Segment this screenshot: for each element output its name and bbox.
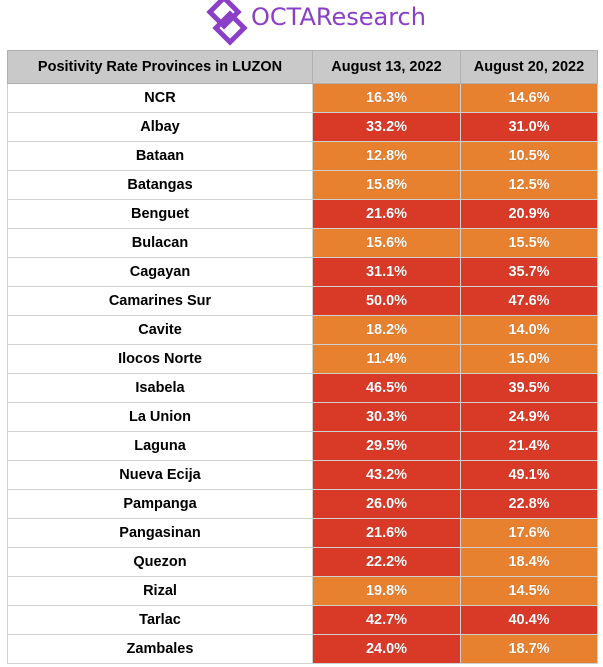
logo-diamonds-icon	[206, 0, 248, 46]
table-row: Nueva Ecija 43.2% 49.1%	[7, 460, 598, 490]
province-name: Pampanga	[7, 489, 313, 519]
octa-research-logo: OCTAResearch	[205, 0, 426, 46]
rate-aug-13: 42.7%	[312, 605, 461, 635]
header-aug-13: August 13, 2022	[312, 50, 461, 84]
table-row: Isabela 46.5% 39.5%	[7, 373, 598, 403]
table-row: Zambales 24.0% 18.7%	[7, 634, 598, 664]
table-row: Batangas 15.8% 12.5%	[7, 170, 598, 200]
province-name: Ilocos Norte	[7, 344, 313, 374]
province-name: Laguna	[7, 431, 313, 461]
rate-aug-20: 47.6%	[460, 286, 598, 316]
table-row: Benguet 21.6% 20.9%	[7, 199, 598, 229]
table-row: NCR 16.3% 14.6%	[7, 83, 598, 113]
province-name: Batangas	[7, 170, 313, 200]
rate-aug-20: 15.0%	[460, 344, 598, 374]
table-row: Cagayan 31.1% 35.7%	[7, 257, 598, 287]
province-name: Benguet	[7, 199, 313, 229]
rate-aug-13: 30.3%	[312, 402, 461, 432]
province-name: Isabela	[7, 373, 313, 403]
rate-aug-20: 24.9%	[460, 402, 598, 432]
province-name: Pangasinan	[7, 518, 313, 548]
province-name: Tarlac	[7, 605, 313, 635]
header-province: Positivity Rate Provinces in LUZON	[7, 50, 313, 84]
rate-aug-13: 43.2%	[312, 460, 461, 490]
rate-aug-13: 33.2%	[312, 112, 461, 142]
province-name: Zambales	[7, 634, 313, 664]
table-row: Rizal 19.8% 14.5%	[7, 576, 598, 606]
table-row: Pampanga 26.0% 22.8%	[7, 489, 598, 519]
table-row: Bulacan 15.6% 15.5%	[7, 228, 598, 258]
province-name: Bataan	[7, 141, 313, 171]
table-row: Laguna 29.5% 21.4%	[7, 431, 598, 461]
rate-aug-20: 31.0%	[460, 112, 598, 142]
rate-aug-13: 29.5%	[312, 431, 461, 461]
rate-aug-20: 12.5%	[460, 170, 598, 200]
province-name: La Union	[7, 402, 313, 432]
header-aug-20: August 20, 2022	[460, 50, 598, 84]
rate-aug-20: 35.7%	[460, 257, 598, 287]
rate-aug-13: 46.5%	[312, 373, 461, 403]
table-row: Tarlac 42.7% 40.4%	[7, 605, 598, 635]
province-name: Cavite	[7, 315, 313, 345]
rate-aug-13: 31.1%	[312, 257, 461, 287]
rate-aug-20: 49.1%	[460, 460, 598, 490]
province-name: Bulacan	[7, 228, 313, 258]
province-name: Albay	[7, 112, 313, 142]
province-name: Rizal	[7, 576, 313, 606]
logo-text: OCTAResearch	[251, 3, 426, 31]
rate-aug-20: 14.5%	[460, 576, 598, 606]
province-name: Camarines Sur	[7, 286, 313, 316]
rate-aug-20: 10.5%	[460, 141, 598, 171]
rate-aug-20: 22.8%	[460, 489, 598, 519]
rate-aug-20: 39.5%	[460, 373, 598, 403]
rate-aug-20: 17.6%	[460, 518, 598, 548]
rate-aug-20: 18.7%	[460, 634, 598, 664]
table-row: Ilocos Norte 11.4% 15.0%	[7, 344, 598, 374]
table-row: Cavite 18.2% 14.0%	[7, 315, 598, 345]
province-name: Nueva Ecija	[7, 460, 313, 490]
rate-aug-20: 14.6%	[460, 83, 598, 113]
rate-aug-13: 19.8%	[312, 576, 461, 606]
rate-aug-13: 26.0%	[312, 489, 461, 519]
rate-aug-20: 20.9%	[460, 199, 598, 229]
rate-aug-20: 15.5%	[460, 228, 598, 258]
positivity-table: Positivity Rate Provinces in LUZON Augus…	[7, 50, 598, 664]
rate-aug-13: 50.0%	[312, 286, 461, 316]
table-row: Bataan 12.8% 10.5%	[7, 141, 598, 171]
rate-aug-13: 15.6%	[312, 228, 461, 258]
rate-aug-13: 15.8%	[312, 170, 461, 200]
rate-aug-20: 14.0%	[460, 315, 598, 345]
rate-aug-13: 21.6%	[312, 518, 461, 548]
rate-aug-13: 11.4%	[312, 344, 461, 374]
rate-aug-13: 21.6%	[312, 199, 461, 229]
header-row: Positivity Rate Provinces in LUZON Augus…	[7, 50, 598, 84]
table-row: La Union 30.3% 24.9%	[7, 402, 598, 432]
rate-aug-13: 22.2%	[312, 547, 461, 577]
table-row: Quezon 22.2% 18.4%	[7, 547, 598, 577]
rate-aug-13: 18.2%	[312, 315, 461, 345]
table-row: Pangasinan 21.6% 17.6%	[7, 518, 598, 548]
table-row: Albay 33.2% 31.0%	[7, 112, 598, 142]
rate-aug-20: 40.4%	[460, 605, 598, 635]
rate-aug-13: 16.3%	[312, 83, 461, 113]
rate-aug-20: 18.4%	[460, 547, 598, 577]
rate-aug-13: 24.0%	[312, 634, 461, 664]
province-name: Cagayan	[7, 257, 313, 287]
province-name: Quezon	[7, 547, 313, 577]
rate-aug-13: 12.8%	[312, 141, 461, 171]
province-name: NCR	[7, 83, 313, 113]
rate-aug-20: 21.4%	[460, 431, 598, 461]
table-row: Camarines Sur 50.0% 47.6%	[7, 286, 598, 316]
